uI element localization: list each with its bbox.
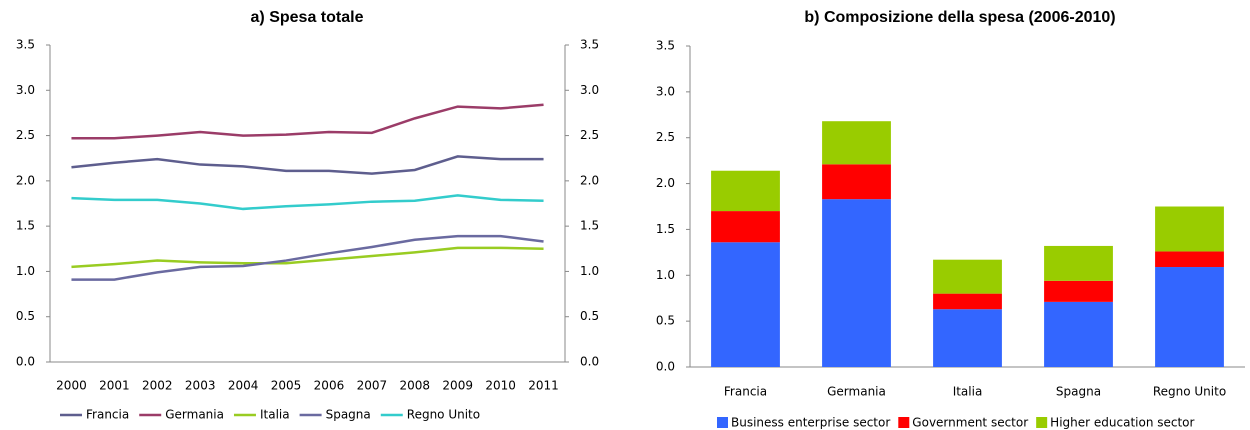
y-tick-label: 2.0 — [656, 176, 675, 190]
x-tick-label: Italia — [953, 385, 983, 399]
x-tick-label: 2004 — [228, 379, 259, 393]
bar-segment — [1044, 301, 1113, 367]
legend-label: Italia — [260, 408, 290, 422]
x-tick-label: 2001 — [99, 379, 130, 393]
bar-segment — [822, 199, 891, 367]
x-tick-label: 2009 — [442, 379, 473, 393]
line-series — [71, 155, 544, 175]
x-tick-label: Regno Unito — [1153, 385, 1226, 399]
line-series — [71, 234, 544, 281]
x-tick-label: 2003 — [185, 379, 216, 393]
bar-segment — [711, 242, 780, 367]
y-tick-label: 2.5 — [656, 130, 675, 144]
x-tick-label: 2002 — [142, 379, 173, 393]
x-tick-label: 2007 — [357, 379, 388, 393]
bar-segment — [1044, 245, 1113, 281]
bar-segment — [1044, 280, 1113, 302]
bar-segment — [822, 121, 891, 165]
legend-swatch — [717, 417, 728, 428]
y-tick-label: 3.5 — [16, 38, 35, 52]
line-series — [71, 246, 544, 269]
bar-segment — [1155, 251, 1224, 268]
x-tick-label: 2011 — [528, 379, 559, 393]
bar-segment — [822, 164, 891, 200]
legend-label: Regno Unito — [407, 408, 480, 422]
line-series — [71, 194, 544, 211]
legend-label: Business enterprise sector — [731, 416, 890, 430]
y-tick-label: 3.0 — [16, 83, 35, 97]
bar-segment — [711, 170, 780, 212]
y-tick-label: 0.0 — [16, 355, 35, 369]
x-tick-label: 2005 — [271, 379, 302, 393]
y-tick-label: 2.0 — [16, 173, 35, 187]
x-tick-label: Francia — [724, 385, 767, 399]
y-tick-label: 2.5 — [16, 128, 35, 142]
x-tick-label: Germania — [827, 385, 886, 399]
y-tick-label: 3.0 — [656, 84, 675, 98]
legend-swatch — [898, 417, 910, 428]
bar-segment — [711, 211, 780, 243]
y-tick-label: 1.5 — [656, 222, 675, 236]
y-tick-label: 0.0 — [580, 355, 599, 369]
chart-title: a) Spesa totale — [251, 9, 364, 26]
y-tick-label: 1.5 — [16, 219, 35, 233]
bar-segment — [1155, 206, 1224, 252]
x-tick-label: 2010 — [485, 379, 516, 393]
y-tick-label: 1.0 — [580, 264, 599, 278]
y-tick-label: 2.5 — [580, 128, 599, 142]
legend-swatch — [1036, 417, 1048, 428]
x-tick-label: 2006 — [314, 379, 345, 393]
y-tick-label: 0.5 — [580, 309, 599, 323]
x-tick-label: 2008 — [400, 379, 431, 393]
legend-label: Francia — [86, 408, 129, 422]
bar-segment — [933, 259, 1002, 294]
bar-segment — [933, 293, 1002, 310]
x-tick-label: Spagna — [1056, 385, 1101, 399]
y-tick-label: 1.0 — [656, 268, 675, 282]
bar-segment — [933, 309, 1002, 367]
y-tick-label: 2.0 — [580, 173, 599, 187]
y-tick-label: 0.5 — [656, 314, 675, 328]
y-tick-label: 0.0 — [656, 360, 675, 374]
bar-segment — [1155, 267, 1224, 367]
legend-label: Higher education sector — [1050, 416, 1194, 430]
y-tick-label: 3.5 — [580, 38, 599, 52]
y-tick-label: 3.5 — [656, 39, 675, 53]
y-tick-label: 1.5 — [580, 219, 599, 233]
y-tick-label: 1.0 — [16, 264, 35, 278]
legend-label: Government sector — [912, 416, 1028, 430]
legend-label: Spagna — [326, 408, 371, 422]
legend-label: Germania — [165, 408, 224, 422]
x-tick-label: 2000 — [56, 379, 87, 393]
line-series — [71, 103, 544, 140]
chart-title: b) Composizione della spesa (2006-2010) — [804, 9, 1115, 26]
y-tick-label: 0.5 — [16, 309, 35, 323]
y-tick-label: 3.0 — [580, 83, 599, 97]
